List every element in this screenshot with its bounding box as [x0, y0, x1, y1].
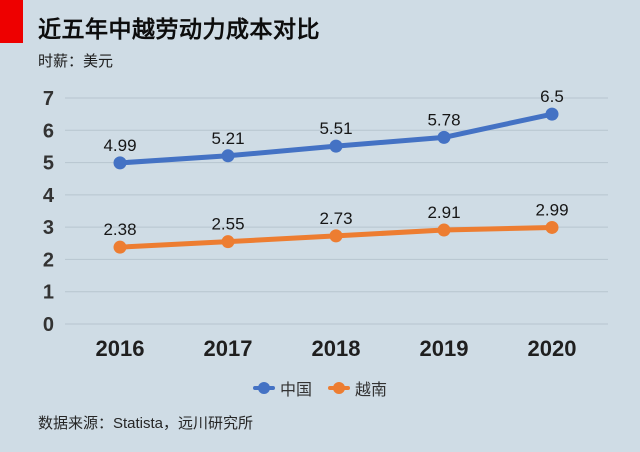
y-axis-tick-label: 2: [43, 249, 54, 271]
page-title: 近五年中越劳动力成本对比: [38, 16, 320, 42]
x-axis-tick-label: 2018: [312, 336, 361, 361]
data-label: 5.51: [319, 119, 352, 138]
data-label: 5.21: [211, 129, 244, 148]
x-axis-tick-label: 2016: [96, 336, 145, 361]
y-axis-tick-label: 1: [43, 282, 54, 304]
data-label: 2.99: [535, 200, 568, 219]
y-axis-tick-label: 7: [43, 88, 54, 110]
data-point: [113, 156, 127, 170]
legend-label-china: 中国: [279, 382, 312, 399]
data-point: [329, 229, 343, 243]
y-axis-tick-label: 4: [43, 185, 55, 207]
y-axis-tick-label: 3: [43, 217, 54, 239]
legend-label-vietnam: 越南: [355, 382, 388, 399]
data-label: 4.99: [103, 136, 136, 155]
chart-unit-label: 时薪：美元: [38, 53, 114, 70]
data-label: 6.5: [540, 87, 564, 106]
data-point: [437, 130, 451, 144]
x-axis-tick-label: 2019: [420, 336, 469, 361]
y-axis-tick-label: 6: [43, 120, 54, 142]
data-point: [113, 240, 127, 254]
china-series-dot-icon: [257, 382, 270, 394]
data-point: [221, 149, 235, 163]
x-axis-tick-label: 2017: [204, 336, 253, 361]
line-chart: 0 1 2 3 4 5 6 7 2016 2017 2018 2019 2020 4.99 5.21 5.51…: [43, 87, 608, 361]
title-accent-block: [0, 0, 23, 43]
y-axis-tick-label: 5: [43, 153, 54, 175]
data-point: [545, 220, 559, 234]
data-point: [545, 107, 559, 121]
data-label: 2.38: [103, 220, 136, 239]
data-point: [329, 139, 343, 153]
source-attribution: 数据来源：Statista，远川研究所: [38, 415, 254, 432]
vietnam-series-dot-icon: [333, 382, 345, 394]
legend-item-china: 中国: [252, 376, 312, 400]
data-label: 2.73: [319, 209, 352, 228]
vietnam-series-marker-icon: [328, 382, 350, 394]
data-label: 2.55: [211, 215, 244, 234]
data-point: [437, 223, 451, 237]
china-series-marker-icon: [252, 382, 275, 394]
chart-legend: 中国 越南: [0, 376, 640, 400]
data-label: 2.91: [427, 203, 460, 222]
x-axis-tick-label: 2020: [528, 336, 577, 361]
data-point: [221, 235, 235, 249]
data-label: 5.78: [427, 110, 460, 129]
legend-item-vietnam: 越南: [328, 376, 387, 400]
y-axis-tick-label: 0: [43, 314, 54, 336]
